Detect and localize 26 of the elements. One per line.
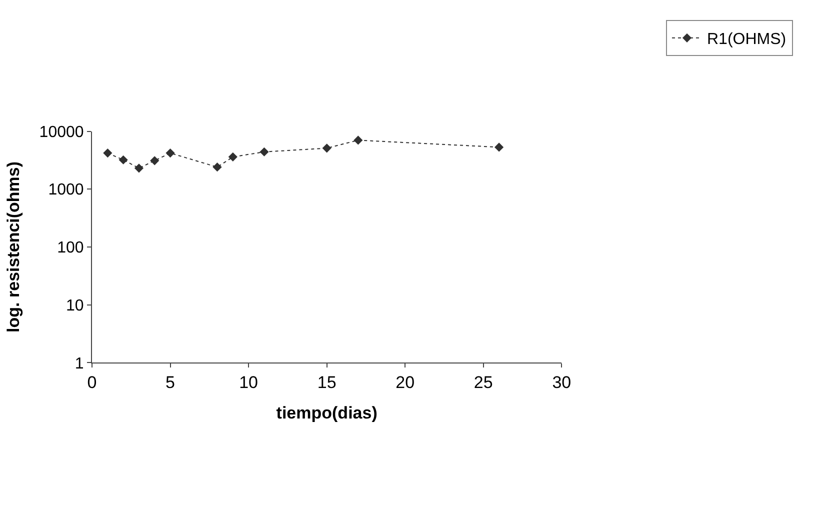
point bbox=[103, 148, 112, 158]
point bbox=[150, 156, 160, 166]
point bbox=[166, 148, 175, 158]
x-tick-label: 20 bbox=[396, 373, 415, 392]
point bbox=[354, 136, 363, 145]
y-tick-label: 1 bbox=[74, 355, 84, 372]
x-tick-label: 25 bbox=[474, 373, 493, 392]
point bbox=[118, 155, 128, 164]
x-tick-label: 30 bbox=[552, 373, 572, 392]
point bbox=[494, 142, 504, 152]
x-axis-title: tiempo(dias) bbox=[276, 403, 378, 422]
y-tick-label: 1000 bbox=[48, 182, 84, 199]
y-tick-label: 100 bbox=[57, 240, 84, 257]
point bbox=[260, 147, 269, 156]
y-tick-label: 10 bbox=[66, 297, 84, 314]
legend-label: R1(OHMS) bbox=[707, 31, 786, 48]
x-tick-label: 15 bbox=[317, 373, 336, 392]
point bbox=[322, 144, 332, 153]
x-tick-label: 5 bbox=[166, 373, 176, 392]
point bbox=[228, 152, 238, 162]
point bbox=[134, 164, 144, 173]
y-tick-label: 10000 bbox=[39, 124, 84, 141]
point bbox=[212, 162, 222, 172]
x-tick-label: 0 bbox=[87, 373, 97, 392]
y-axis-title: log. resistenci(ohms) bbox=[4, 161, 23, 332]
x-tick-label: 10 bbox=[239, 373, 258, 392]
